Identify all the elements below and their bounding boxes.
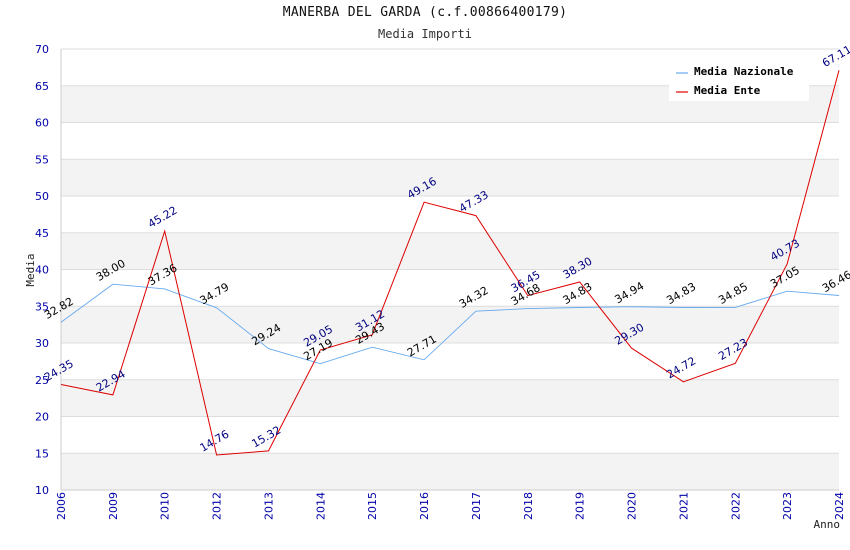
x-axis-label: Anno [814,518,841,531]
y-tick-label: 10 [35,484,49,497]
axes [60,49,839,491]
x-tick-label: 2013 [262,492,275,520]
grid-band [61,379,839,417]
y-tick-label: 30 [35,337,49,350]
series-line-ente [60,70,840,456]
y-tick-label: 45 [35,227,49,240]
y-tick-label: 15 [35,447,49,460]
x-tick-label: 2012 [211,492,224,520]
x-tick-label: 2018 [522,492,535,520]
y-axis-ticks: 10 15 20 25 30 35 40 45 50 55 60 65 70 [35,43,49,497]
grid-band [61,232,839,270]
data-label-ente: 67.11 [820,43,850,70]
data-label-nazionale: 34.83 [664,280,698,307]
legend-box [669,59,809,101]
series-line-nazionale [60,283,840,365]
x-tick-label: 2020 [626,492,639,520]
series-lines [60,70,840,456]
y-tick-label: 40 [35,264,49,277]
grid-band [61,306,839,343]
y-tick-label: 20 [35,411,49,424]
data-label-ente: 15.32 [249,423,283,450]
x-tick-label: 2015 [366,492,379,520]
x-tick-label: 2023 [781,492,794,520]
grid-band [61,453,839,490]
x-tick-label: 2017 [470,492,483,520]
y-axis-label: Media [24,253,37,286]
y-tick-label: 70 [35,43,49,56]
grid-band [61,159,839,196]
data-label-nazionale: 36.46 [820,268,850,295]
data-label-ente: 24.72 [664,354,698,381]
x-axis-ticks: 2006 2009 2010 2012 2013 2014 2015 2016 2017 2018… [55,492,846,520]
x-tick-label: 2021 [677,492,690,520]
legend: Media Nazionale Media Ente [669,59,809,101]
x-tick-label: 2009 [107,492,120,520]
data-label-ente: 45.22 [146,204,180,231]
chart-title: MANERBA DEL GARDA (c.f.00866400179) [282,5,568,20]
x-tick-label: 2014 [314,492,327,520]
y-tick-label: 65 [35,80,49,93]
x-tick-label: 2006 [55,492,68,520]
x-tick-label: 2010 [159,492,172,520]
data-label-nazionale: 34.85 [716,280,750,307]
data-label-ente: 14.76 [198,428,232,455]
y-tick-label: 50 [35,190,49,203]
x-tick-label: 2022 [729,492,742,520]
data-label-nazionale: 34.83 [561,280,595,307]
y-tick-label: 25 [35,374,49,387]
y-tick-label: 35 [35,300,49,313]
grid-bands [61,85,839,490]
x-tick-label: 2024 [833,492,846,520]
chart-subtitle: Media Importi [378,27,472,41]
data-label-nazionale: 34.94 [613,279,647,306]
y-tick-label: 60 [35,117,49,130]
legend-label-ente: Media Ente [694,84,761,97]
x-tick-label: 2016 [418,492,431,520]
x-tick-label: 2019 [574,492,587,520]
legend-label-nazionale: Media Nazionale [694,65,794,78]
y-tick-label: 55 [35,153,49,166]
data-label-nazionale: 34.79 [198,280,232,307]
